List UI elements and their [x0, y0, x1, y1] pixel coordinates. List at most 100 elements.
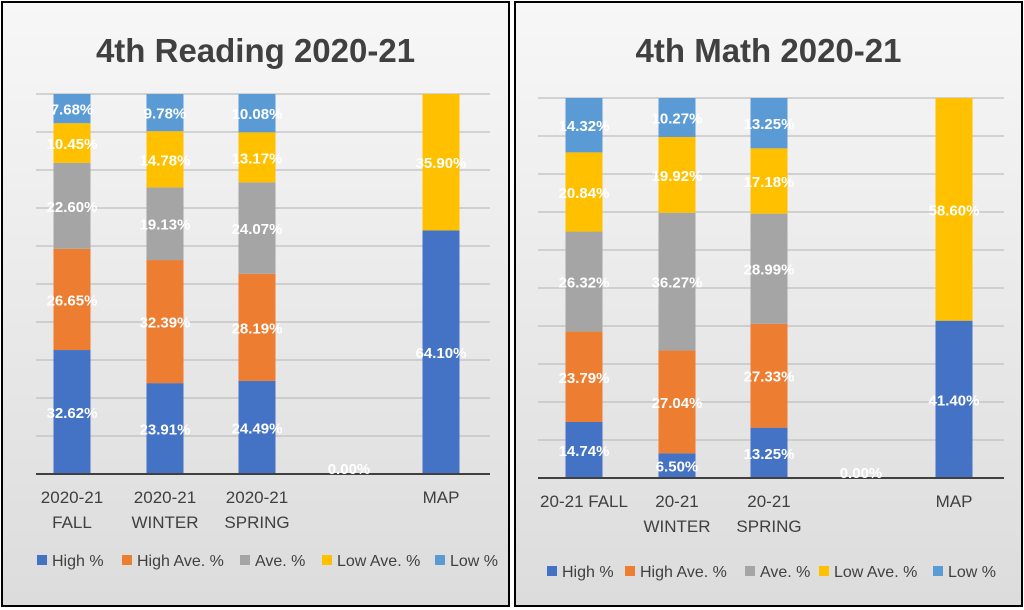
bar-segment: [238, 273, 276, 381]
bar-segment: [53, 123, 91, 163]
data-label: 17.18%: [744, 174, 795, 191]
bar-segment: [750, 427, 788, 478]
bar-segment: [658, 350, 696, 454]
bar-segment: [53, 248, 91, 351]
legend-swatch: [322, 555, 332, 565]
data-label: 14.74%: [559, 443, 610, 460]
data-label: 36.27%: [652, 275, 703, 292]
data-label: 35.90%: [416, 155, 467, 172]
data-label: 26.65%: [47, 292, 98, 309]
bar-segment: [565, 152, 603, 232]
legend-label: Low %: [948, 564, 996, 581]
data-label: 24.07%: [232, 221, 283, 238]
bar-segment: [750, 323, 788, 428]
data-label: 14.78%: [140, 152, 191, 169]
data-label: 9.78%: [144, 106, 187, 123]
bar-segment: [935, 320, 973, 478]
data-label: 0.00%: [328, 461, 371, 478]
legend: High % High Ave. % Ave. % Low Ave. % Low %: [547, 564, 996, 581]
legend-label: High Ave. %: [640, 564, 727, 581]
data-label: 10.45%: [47, 136, 98, 153]
legend-swatch: [933, 566, 943, 576]
data-label: 27.33%: [744, 369, 795, 386]
legend-label: High %: [52, 553, 104, 570]
category-label: 20-21 FALL: [540, 492, 628, 511]
bar-segment: [238, 380, 276, 474]
legend-label: Ave. %: [255, 553, 305, 570]
category-label: FALL: [52, 513, 92, 532]
bar-segment: [565, 97, 603, 153]
data-label: 32.62%: [47, 405, 98, 422]
legend-label: Ave. %: [760, 564, 810, 581]
bar-segment: [238, 94, 276, 133]
legend-label: High Ave. %: [137, 553, 224, 570]
data-label: 32.39%: [140, 315, 191, 332]
bar-segment: [658, 137, 696, 213]
data-label: 41.40%: [929, 392, 980, 409]
category-label: 2020-21: [134, 488, 196, 507]
data-label: 10.27%: [652, 111, 703, 128]
bar-segment: [146, 383, 184, 474]
legend-label: Low Ave. %: [337, 553, 420, 570]
bar-segment: [146, 94, 184, 132]
legend-label: High %: [562, 564, 614, 581]
data-labels: 32.62% 26.65% 22.60% 10.45% 7.68% 23.91% 32.39…: [47, 102, 467, 478]
data-label: 26.32%: [559, 275, 610, 292]
category-label: 2020-21: [41, 488, 103, 507]
bar-segment: [750, 98, 788, 149]
data-label: 24.49%: [232, 420, 283, 437]
data-label: 13.25%: [744, 446, 795, 463]
legend-swatch: [37, 555, 47, 565]
legend-swatch: [435, 555, 445, 565]
legend-label: Low %: [450, 553, 498, 570]
data-labels: 14.74% 23.79% 26.32% 20.84% 14.32% 6.50% 27.04…: [559, 111, 980, 482]
data-label: 13.25%: [744, 116, 795, 133]
data-label: 10.08%: [232, 106, 283, 123]
bar-segment: [422, 94, 460, 231]
category-label: 20-21: [655, 492, 698, 511]
category-label: SPRING: [224, 513, 289, 532]
category-label: WINTER: [643, 517, 710, 536]
chart-title: 4th Math 2020-21: [636, 32, 902, 69]
legend-swatch: [625, 566, 635, 576]
data-label: 28.19%: [232, 320, 283, 337]
data-label: 14.32%: [559, 118, 610, 135]
bar-segment: [53, 350, 91, 474]
data-label: 64.10%: [416, 345, 467, 362]
bar-segment: [658, 212, 696, 351]
bar-segment: [238, 132, 276, 183]
category-label: WINTER: [131, 513, 198, 532]
bar-segment: [146, 131, 184, 188]
legend: High % High Ave. % Ave. % Low Ave. % Low %: [37, 553, 498, 570]
legend-swatch: [122, 555, 132, 565]
data-label: 22.60%: [47, 199, 98, 216]
category-label: MAP: [423, 488, 460, 507]
data-label: 19.92%: [652, 168, 703, 185]
chart-math: 4th Math 2020-21 14.74% 23.79% 26.32% 20.84%…: [514, 1, 1023, 607]
bar-segment: [658, 98, 696, 138]
bar-segment: [53, 162, 91, 249]
category-labels: 20-21 FALL 20-21 WINTER 20-21 SPRING MAP: [540, 492, 972, 536]
chart-title: 4th Reading 2020-21: [96, 32, 415, 69]
bar-segment: [53, 94, 91, 124]
bar-segment: [750, 213, 788, 324]
bars: [53, 94, 460, 474]
category-label: SPRING: [736, 517, 801, 536]
data-label: 23.91%: [140, 422, 191, 439]
bar-segment: [146, 187, 184, 261]
data-label: 58.60%: [929, 202, 980, 219]
data-label: 6.50%: [656, 459, 699, 476]
data-label: 27.04%: [652, 395, 703, 412]
category-labels: 2020-21 FALL 2020-21 WINTER 2020-21 SPRING MAP: [41, 488, 460, 532]
category-label: 2020-21: [226, 488, 288, 507]
data-label: 23.79%: [559, 370, 610, 387]
legend-swatch: [240, 555, 250, 565]
data-label: 13.17%: [232, 150, 283, 167]
category-label: 20-21: [747, 492, 790, 511]
legend-swatch: [819, 566, 829, 576]
data-label: 20.84%: [559, 185, 610, 202]
bar-segment: [565, 421, 603, 478]
legend-swatch: [547, 566, 557, 576]
bar-segment: [565, 231, 603, 332]
